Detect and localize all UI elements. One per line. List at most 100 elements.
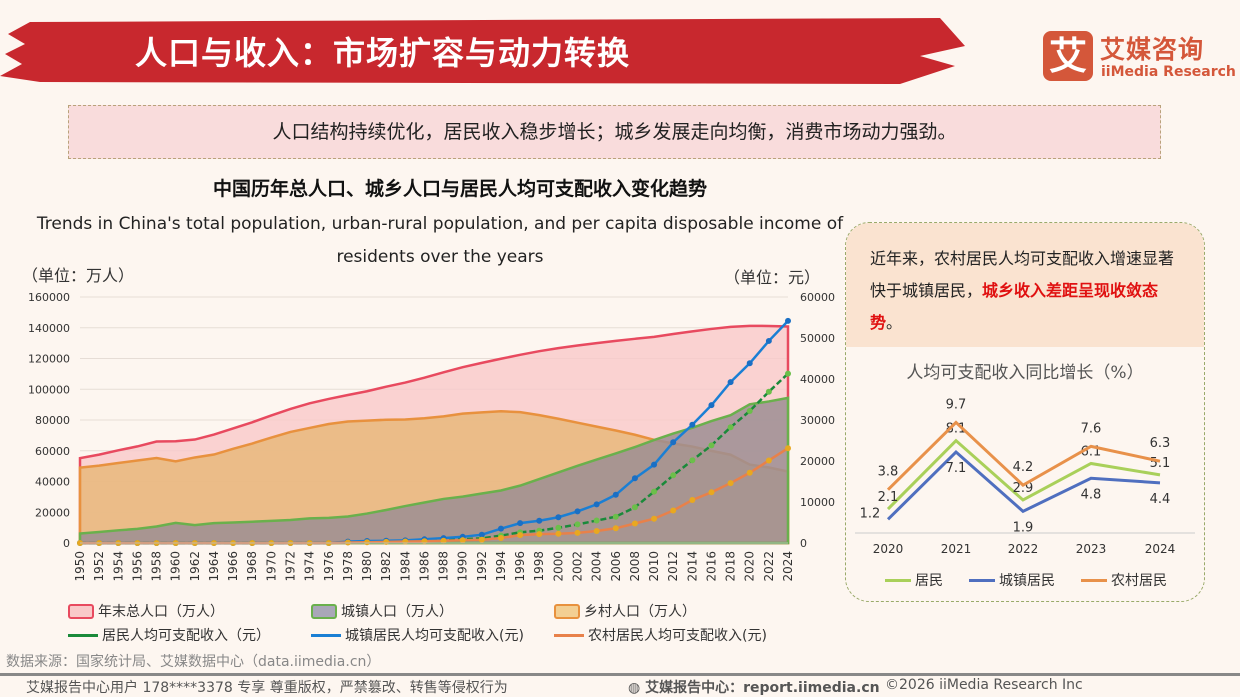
data-point bbox=[459, 537, 466, 544]
y-left-tick-label: 20000 bbox=[35, 506, 70, 519]
y-left-tick-label: 60000 bbox=[35, 445, 70, 458]
insight-text: 近年来，农村居民人均可支配收入增速显著快于城镇居民，城乡收入差距呈现收敛态势。 bbox=[846, 223, 1204, 347]
data-point bbox=[785, 317, 791, 324]
x-tick-label: 1972 bbox=[283, 551, 297, 582]
inset-data-label: 6.3 bbox=[1150, 436, 1171, 451]
inset-data-label: 4.2 bbox=[1013, 460, 1034, 475]
data-point bbox=[364, 539, 371, 546]
data-point bbox=[478, 536, 485, 543]
inset-legend-rural: 农村居民 bbox=[1081, 570, 1167, 590]
footer-report-link[interactable]: ◍ 艾媒报告中心：report.iimedia.cn bbox=[628, 680, 880, 696]
x-tick-label: 1994 bbox=[494, 551, 508, 582]
x-tick-label: 1990 bbox=[456, 551, 470, 582]
legend-rural: 乡村人口（万人） bbox=[554, 601, 696, 621]
x-tick-label: 1976 bbox=[322, 551, 336, 582]
data-point bbox=[708, 489, 715, 496]
data-point bbox=[708, 442, 715, 449]
footer-company: ©2026 iiMedia Research Inc bbox=[885, 677, 1083, 693]
data-point bbox=[785, 445, 791, 452]
data-point bbox=[574, 521, 581, 528]
inset-data-label: 4.8 bbox=[1081, 487, 1102, 502]
title-banner bbox=[0, 18, 965, 84]
right-axis-unit: （单位：元） bbox=[724, 268, 821, 287]
logo-text-en: iiMedia Research bbox=[1101, 64, 1236, 80]
data-point bbox=[631, 504, 638, 511]
data-point bbox=[440, 537, 447, 544]
inset-data-label: 7.6 bbox=[1081, 421, 1102, 436]
data-point bbox=[555, 530, 562, 537]
line-swatch-icon bbox=[969, 578, 995, 582]
inset-legend-resident: 居民 bbox=[885, 570, 943, 590]
legend-urban-income: 城镇居民人均可支配收入(元) bbox=[311, 625, 554, 645]
inset-x-tick-label: 2024 bbox=[1145, 542, 1176, 556]
summary-callout: 人口结构持续优化，居民收入稳步增长；城乡发展走向均衡，消费市场动力强劲。 bbox=[68, 105, 1161, 159]
data-point bbox=[631, 475, 638, 482]
x-tick-label: 1964 bbox=[207, 551, 221, 582]
data-point bbox=[651, 461, 658, 468]
x-tick-label: 1970 bbox=[264, 551, 278, 582]
y-right-tick-label: 10000 bbox=[800, 496, 835, 509]
data-point bbox=[765, 388, 772, 395]
x-tick-label: 1974 bbox=[303, 551, 317, 582]
data-point bbox=[651, 515, 658, 522]
data-point bbox=[785, 370, 791, 377]
inset-legend-urban: 城镇居民 bbox=[969, 570, 1055, 590]
data-point bbox=[517, 520, 524, 527]
chart-subtitle: Trends in China's total population, urba… bbox=[36, 214, 844, 267]
data-point bbox=[612, 513, 619, 520]
left-axis-unit: （单位：万人） bbox=[22, 266, 135, 285]
x-tick-label: 2014 bbox=[685, 551, 699, 582]
data-point bbox=[517, 532, 524, 539]
x-tick-label: 2004 bbox=[590, 551, 604, 582]
y-left-tick-label: 40000 bbox=[35, 476, 70, 489]
x-tick-label: 1952 bbox=[92, 551, 106, 582]
inset-x-tick-label: 2023 bbox=[1076, 542, 1107, 556]
x-tick-label: 2006 bbox=[609, 551, 623, 582]
data-source: 数据来源：国家统计局、艾媒数据中心（data.iimedia.cn） bbox=[6, 654, 381, 670]
inset-data-label: 1.9 bbox=[1013, 520, 1034, 535]
legend-urban: 城镇人口（万人） bbox=[311, 601, 554, 621]
data-point bbox=[689, 457, 696, 464]
x-tick-label: 2010 bbox=[647, 551, 661, 582]
x-tick-label: 2016 bbox=[704, 551, 718, 582]
legend-total: 年末总人口（万人） bbox=[68, 601, 311, 621]
y-left-tick-label: 120000 bbox=[28, 353, 70, 366]
data-point bbox=[612, 525, 619, 532]
y-left-tick-label: 140000 bbox=[28, 322, 70, 335]
data-point bbox=[574, 529, 581, 536]
inset-data-label: 3.8 bbox=[878, 465, 899, 480]
data-point bbox=[765, 457, 772, 464]
y-right-tick-label: 0 bbox=[800, 537, 807, 550]
data-point bbox=[612, 491, 619, 498]
x-tick-label: 1996 bbox=[513, 551, 527, 582]
x-tick-label: 1960 bbox=[169, 551, 183, 582]
x-tick-label: 2018 bbox=[724, 551, 738, 582]
inset-data-label: 4.4 bbox=[1150, 492, 1171, 507]
page-title: 人口与收入：市场扩容与动力转换 bbox=[135, 34, 631, 72]
logo-mark: 艾 bbox=[1043, 31, 1093, 81]
data-point bbox=[555, 524, 562, 531]
inset-data-label: 9.7 bbox=[946, 397, 967, 412]
y-left-tick-label: 0 bbox=[63, 537, 70, 550]
line-swatch-icon bbox=[68, 633, 98, 637]
x-tick-label: 1958 bbox=[150, 551, 164, 582]
inset-x-tick-label: 2022 bbox=[1008, 542, 1039, 556]
swatch-icon bbox=[554, 603, 580, 619]
data-point bbox=[746, 360, 753, 367]
data-point bbox=[746, 408, 753, 415]
y-right-tick-label: 50000 bbox=[800, 332, 835, 345]
x-tick-label: 1950 bbox=[73, 551, 87, 582]
data-point bbox=[708, 402, 715, 409]
inset-legend: 居民 城镇居民 农村居民 bbox=[885, 570, 1167, 590]
x-tick-label: 2020 bbox=[743, 551, 757, 582]
insight-highlight: 城乡收入差距呈现收敛态势 bbox=[870, 281, 1159, 332]
x-tick-label: 1966 bbox=[226, 551, 240, 582]
x-tick-label: 2000 bbox=[551, 551, 565, 582]
x-tick-label: 1962 bbox=[188, 551, 202, 582]
inset-line-0 bbox=[886, 438, 1161, 511]
data-point bbox=[402, 538, 409, 545]
inset-data-label: 2.1 bbox=[878, 490, 899, 505]
chart-title: 中国历年总人口、城乡人口与居民人均可支配收入变化趋势 bbox=[212, 178, 707, 200]
data-point bbox=[689, 421, 696, 428]
